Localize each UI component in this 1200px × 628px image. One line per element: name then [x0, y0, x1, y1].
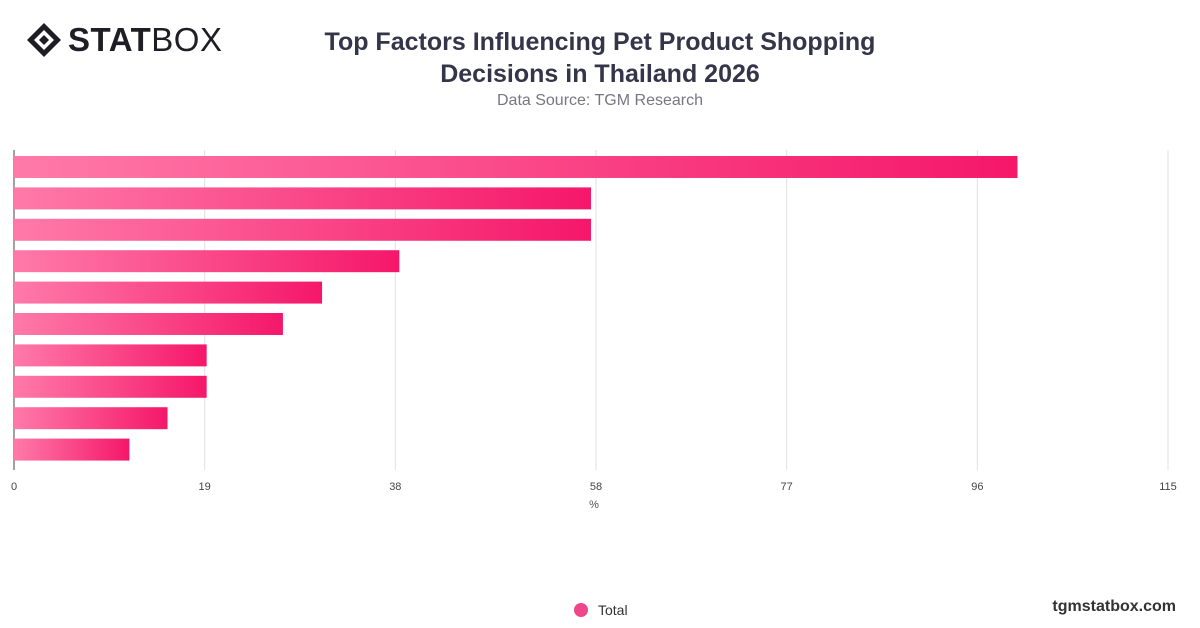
legend-dot-total — [574, 603, 588, 617]
site-watermark: tgmstatbox.com — [1052, 598, 1176, 615]
x-tick-label: 77 — [781, 481, 793, 493]
bar-9[interactable] — [14, 407, 168, 430]
x-axis-label: % — [589, 499, 599, 511]
bar-6[interactable] — [14, 313, 283, 335]
logo-text-stat: STAT — [68, 21, 152, 58]
legend-label-total: Total — [598, 602, 628, 618]
statbox-logo-icon — [27, 23, 61, 57]
bar-2[interactable] — [14, 187, 591, 210]
bar-8[interactable] — [14, 375, 207, 398]
x-tick-label: 19 — [199, 481, 211, 493]
bar-4[interactable] — [14, 250, 400, 273]
bar-5[interactable] — [14, 281, 323, 304]
chart-title: Top Factors Influencing Pet Product Shop… — [324, 28, 876, 88]
x-tick-label: 38 — [389, 481, 401, 493]
bar-1[interactable] — [14, 156, 1018, 178]
statbox-logo: STATBOX — [26, 22, 222, 58]
chart-subtitle: Data Source: TGM Research — [496, 92, 703, 109]
x-tick-label: 96 — [971, 481, 983, 493]
x-tick-label: 115 — [1159, 481, 1177, 493]
x-tick-label: 0 — [11, 481, 17, 493]
x-tick-label: 58 — [590, 481, 602, 493]
bar-3[interactable] — [14, 218, 591, 241]
legend[interactable]: Total — [574, 602, 628, 618]
bar-7[interactable] — [14, 344, 207, 367]
logo-text: STATBOX — [68, 22, 222, 58]
logo-text-box: BOX — [151, 21, 223, 58]
bar-10[interactable] — [14, 438, 130, 461]
